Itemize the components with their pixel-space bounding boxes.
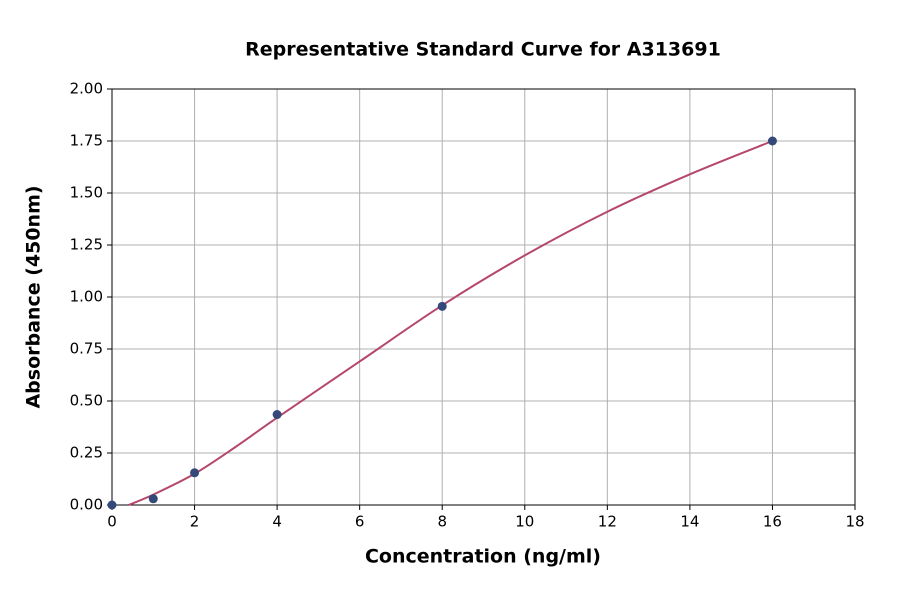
fit-curve [128,140,773,506]
x-tick-label: 8 [437,513,447,531]
data-point [107,500,117,510]
data-point [190,468,200,478]
data-point [767,136,777,146]
plot-frame [111,88,856,506]
y-axis-label: Absorbance (450nm) [23,185,45,408]
x-tick-label: 18 [845,513,864,531]
y-tick-label: 0.75 [70,340,103,358]
y-tick-label: 1.50 [70,184,103,202]
y-tick-label: 2.00 [70,80,103,98]
x-tick-label: 14 [680,513,699,531]
x-tick-label: 10 [515,513,534,531]
y-tick-label: 1.00 [70,288,103,306]
x-tick-label: 12 [598,513,617,531]
x-axis-label: Concentration (ng/ml) [365,546,601,568]
x-tick-label: 6 [355,513,365,531]
y-tick-label: 0.50 [70,392,103,410]
data-point [148,494,158,504]
chart-title: Representative Standard Curve for A31369… [245,39,721,61]
y-tick-label: 0.25 [70,444,103,462]
x-tick-label: 2 [190,513,200,531]
y-tick-label: 0.00 [70,496,103,514]
data-point [272,410,282,420]
x-tick-label: 4 [272,513,282,531]
data-point [437,301,447,311]
y-tick-label: 1.25 [70,236,103,254]
x-tick-label: 0 [107,513,117,531]
x-tick-label: 16 [763,513,782,531]
y-tick-label: 1.75 [70,132,103,150]
